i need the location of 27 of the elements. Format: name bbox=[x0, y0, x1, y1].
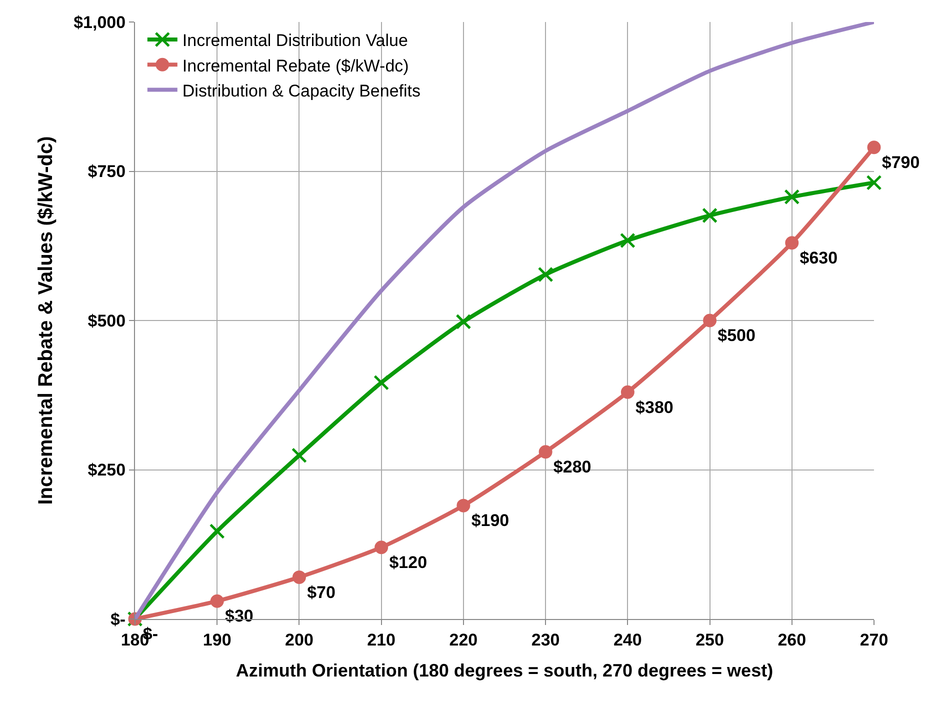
y-tick-label: $- bbox=[110, 610, 126, 629]
x-tick-label: 230 bbox=[531, 630, 560, 650]
data-label: $120 bbox=[389, 552, 428, 572]
data-label: $190 bbox=[471, 511, 510, 530]
data-label: $500 bbox=[718, 326, 756, 346]
legend-label: Incremental Rebate ($/kW-dc) bbox=[182, 56, 409, 76]
x-tick-label: 190 bbox=[202, 630, 232, 650]
legend-label: Incremental Distribution Value bbox=[182, 31, 408, 50]
y-tick-label: $750 bbox=[88, 162, 126, 182]
x-tick-label: 200 bbox=[285, 630, 314, 650]
legend-label: Distribution & Capacity Benefits bbox=[182, 81, 420, 100]
x-tick-label: 210 bbox=[367, 630, 396, 650]
data-label: $790 bbox=[882, 152, 920, 172]
y-axis-title: Incremental Rebate & Values ($/kW-dc) bbox=[35, 136, 58, 505]
x-tick-label: 220 bbox=[449, 630, 478, 650]
data-label: $630 bbox=[800, 248, 838, 268]
x-tick-label: 270 bbox=[860, 630, 888, 650]
data-label: $380 bbox=[636, 398, 674, 417]
data-label: $280 bbox=[553, 457, 592, 476]
data-label: $70 bbox=[307, 582, 336, 602]
y-tick-label: $500 bbox=[88, 311, 126, 330]
x-tick-label: 250 bbox=[696, 630, 724, 650]
x-axis-title: Azimuth Orientation (180 degrees = south, 270 degrees = west) bbox=[236, 660, 774, 680]
x-tick-label: 260 bbox=[778, 630, 806, 650]
y-tick-label: $1,000 bbox=[74, 12, 126, 32]
x-tick-label: 240 bbox=[613, 630, 642, 650]
y-tick-label: $250 bbox=[88, 460, 126, 480]
